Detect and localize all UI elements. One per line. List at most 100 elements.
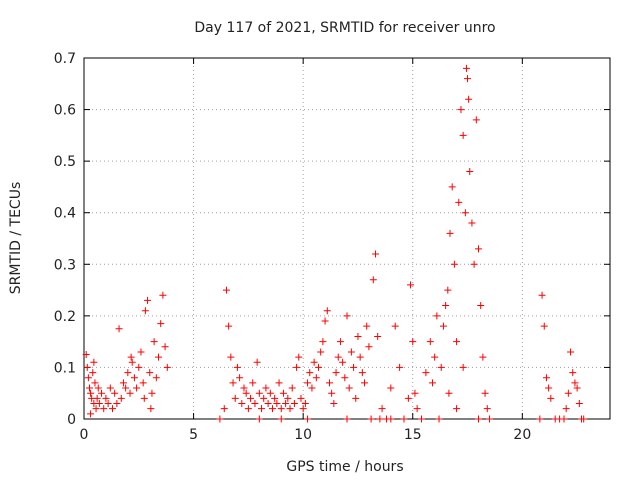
data-point	[319, 338, 327, 346]
data-point	[89, 369, 97, 377]
data-point	[321, 317, 329, 325]
data-point	[102, 394, 110, 402]
data-point	[339, 358, 347, 366]
data-point	[146, 369, 154, 377]
data-point	[90, 358, 98, 366]
data-point	[459, 131, 467, 139]
data-point	[437, 363, 445, 371]
data-point	[222, 286, 230, 294]
data-point	[481, 389, 489, 397]
data-point	[251, 400, 259, 408]
data-point	[575, 400, 583, 408]
data-point	[247, 394, 255, 402]
data-point	[325, 379, 333, 387]
data-point	[367, 415, 375, 423]
y-tick-label: 0.1	[54, 360, 76, 376]
data-point	[290, 400, 298, 408]
data-point	[485, 415, 493, 423]
data-point	[266, 389, 274, 397]
data-point	[334, 353, 342, 361]
data-point	[479, 353, 487, 361]
data-point	[83, 363, 91, 371]
data-point	[428, 379, 436, 387]
data-point	[343, 415, 351, 423]
data-point	[255, 389, 263, 397]
data-point	[433, 312, 441, 320]
data-point	[273, 400, 281, 408]
data-point	[378, 405, 386, 413]
data-point	[466, 167, 474, 175]
data-point	[229, 379, 237, 387]
data-point	[538, 291, 546, 299]
data-point	[163, 363, 171, 371]
data-point	[282, 400, 290, 408]
data-point	[569, 369, 577, 377]
data-point	[161, 343, 169, 351]
data-point	[483, 405, 491, 413]
data-point	[387, 415, 395, 423]
data-point	[564, 389, 572, 397]
data-point	[361, 379, 369, 387]
data-point	[227, 353, 235, 361]
data-point	[295, 353, 303, 361]
data-point	[446, 229, 454, 237]
data-point	[122, 384, 130, 392]
data-point	[82, 351, 90, 359]
data-point	[92, 405, 100, 413]
data-point	[365, 343, 373, 351]
data-point	[468, 219, 476, 227]
data-point	[439, 322, 447, 330]
data-point	[448, 183, 456, 191]
data-point	[240, 384, 248, 392]
data-point	[301, 400, 309, 408]
data-point	[562, 405, 570, 413]
data-point	[293, 363, 301, 371]
data-point	[140, 394, 148, 402]
data-point	[284, 394, 292, 402]
data-point	[404, 394, 412, 402]
data-point	[98, 389, 106, 397]
data-point	[108, 405, 116, 413]
data-point	[126, 389, 134, 397]
data-point	[304, 415, 312, 423]
data-point	[400, 415, 408, 423]
y-tick-label: 0.5	[54, 154, 76, 170]
data-point	[363, 322, 371, 330]
data-point	[277, 415, 285, 423]
data-point	[244, 405, 252, 413]
data-point	[312, 374, 320, 382]
data-point	[106, 384, 114, 392]
data-point	[220, 405, 228, 413]
data-point	[150, 338, 158, 346]
plot-frame	[83, 57, 611, 420]
data-point	[413, 405, 421, 413]
data-point	[540, 322, 548, 330]
data-point	[426, 338, 434, 346]
data-point	[275, 379, 283, 387]
data-point	[442, 302, 450, 310]
data-point	[465, 95, 473, 103]
data-point	[472, 116, 480, 124]
data-point	[264, 400, 272, 408]
data-point	[231, 394, 239, 402]
data-point	[464, 75, 472, 83]
data-point	[371, 250, 379, 258]
data-point	[87, 410, 95, 418]
data-point	[139, 379, 147, 387]
data-point	[159, 291, 167, 299]
data-point	[141, 307, 149, 315]
data-point	[387, 384, 395, 392]
data-point	[253, 358, 261, 366]
data-point	[459, 363, 467, 371]
data-point	[308, 384, 316, 392]
data-point	[547, 394, 555, 402]
data-point	[242, 389, 250, 397]
data-point	[85, 384, 93, 392]
data-point	[545, 384, 553, 392]
chart-title: Day 117 of 2021, SRMTID for receiver unr…	[194, 20, 495, 36]
data-point	[288, 384, 296, 392]
data-point	[477, 302, 485, 310]
data-point	[323, 307, 331, 315]
data-point	[148, 389, 156, 397]
data-point	[310, 358, 318, 366]
